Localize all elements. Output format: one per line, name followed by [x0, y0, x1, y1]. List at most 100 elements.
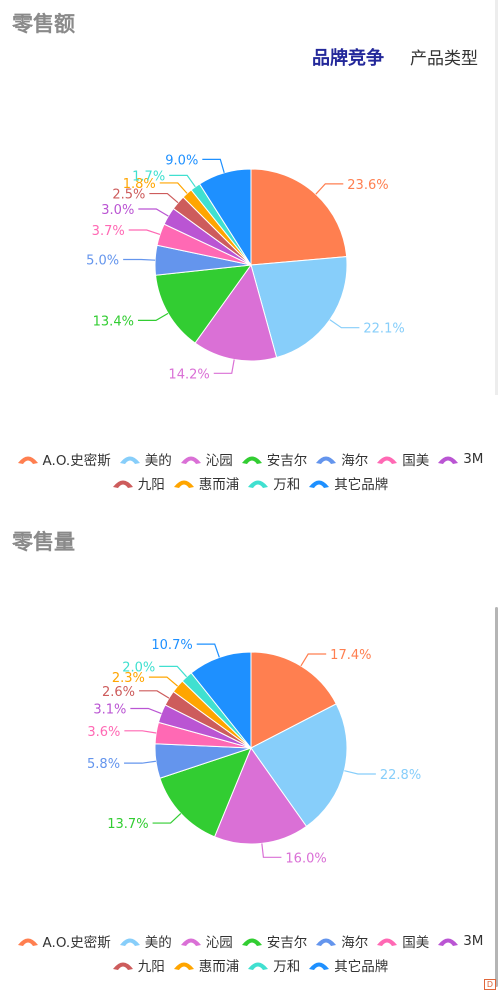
legend-label: 九阳 [137, 959, 165, 975]
legend-label: 安吉尔 [266, 453, 308, 469]
leader-line-4 [124, 760, 156, 764]
legend-item[interactable]: 3M [437, 933, 483, 949]
legend-item[interactable]: A.O.史密斯 [17, 931, 111, 951]
scrollbar-thumb[interactable] [495, 607, 498, 987]
legend-label: A.O.史密斯 [42, 935, 111, 951]
legend-row: 九阳 惠而浦 万和 其它品牌 [0, 471, 500, 495]
legend-item[interactable]: 其它品牌 [308, 955, 388, 975]
legend-item[interactable]: 安吉尔 [241, 449, 308, 469]
legend-item[interactable]: 九阳 [112, 955, 165, 975]
retail-volume-pie-chart: 17.4% 22.8% 16.0% 13.7% 5.8% 3.6% 3.1% 2.6%2.3%… [87, 638, 421, 866]
legend-swatch-icon [119, 456, 140, 464]
pie-slice-amount-10[interactable] [198, 168, 252, 267]
pie-slice-volume-1[interactable] [250, 703, 348, 828]
legend-item[interactable]: 其它品牌 [308, 473, 388, 493]
legend-label: 沁园 [205, 453, 233, 469]
pie-slice-amount-1[interactable] [250, 256, 348, 359]
retail-volume-legend: A.O.史密斯 美的 沁园 安吉尔 海尔 国美 3M 九阳 惠而浦 万和 其它品牌 [0, 929, 500, 977]
legend-item[interactable]: 万和 [247, 955, 300, 975]
data-label-8: 2.3% [112, 671, 145, 686]
legend-label: 沁园 [205, 935, 233, 951]
legend-item[interactable]: 九阳 [112, 473, 165, 493]
legend-swatch-icon [180, 938, 201, 946]
retail-volume-section: 零售量 17.4% 22.8% 16.0% 13.7% 5.8% 3.6% 3.1% 2.6%… [0, 500, 500, 993]
chart-title-retail-volume: 零售量 [12, 530, 75, 554]
legend-swatch-icon [316, 456, 337, 464]
legend-label: 安吉尔 [266, 935, 308, 951]
legend-swatch-icon [438, 938, 459, 946]
legend-swatch-icon [180, 456, 201, 464]
legend-label: A.O.史密斯 [42, 453, 111, 469]
data-label-7: 2.6% [102, 685, 135, 700]
tab-brand-competition[interactable]: 品牌竞争 [312, 48, 384, 69]
data-label-6: 3.1% [93, 702, 126, 717]
legend-item[interactable]: 美的 [119, 931, 172, 951]
legend-item[interactable]: 国美 [376, 449, 429, 469]
data-label-6: 3.0% [101, 203, 134, 218]
leader-line-0 [315, 183, 344, 195]
leader-line-7 [149, 192, 179, 204]
legend-label: 惠而浦 [198, 477, 240, 493]
legend-item[interactable]: 海尔 [315, 931, 368, 951]
leader-line-2 [261, 843, 282, 858]
legend-swatch-icon [112, 480, 133, 488]
legend-item[interactable]: 沁园 [180, 449, 233, 469]
leader-line-1 [344, 770, 376, 775]
legend-label: 国美 [402, 935, 430, 951]
leader-line-10 [196, 643, 220, 658]
data-label-7: 2.5% [112, 188, 145, 203]
legend-swatch-icon [17, 938, 38, 946]
legend-label: 海尔 [341, 453, 369, 469]
legend-label: 美的 [144, 935, 172, 951]
data-label-1: 22.1% [363, 322, 404, 337]
leader-line-1 [329, 319, 360, 329]
data-label-10: 10.7% [151, 638, 192, 653]
legend-swatch-icon [173, 480, 194, 488]
legend-item[interactable]: 惠而浦 [173, 473, 240, 493]
leader-line-5 [128, 229, 161, 236]
pie-slice-amount-2[interactable] [194, 263, 278, 362]
data-label-0: 17.4% [330, 648, 371, 663]
legend-row: 九阳 惠而浦 万和 其它品牌 [0, 953, 500, 977]
legend-swatch-icon [377, 938, 398, 946]
legend-swatch-icon [17, 456, 38, 464]
data-label-5: 3.7% [92, 224, 125, 239]
legend-row: A.O.史密斯 美的 沁园 安吉尔 海尔 国美 3M [0, 929, 500, 953]
data-label-4: 5.8% [87, 757, 120, 772]
data-label-9: 1.7% [132, 169, 165, 184]
legend-item[interactable]: 美的 [119, 449, 172, 469]
legend-item[interactable]: 海尔 [315, 449, 368, 469]
legend-label: 3M [463, 451, 484, 467]
legend-swatch-icon [377, 456, 398, 464]
data-label-3: 13.4% [93, 314, 134, 329]
data-label-5: 3.6% [87, 725, 120, 740]
leader-line-3 [152, 813, 182, 824]
legend-label: 惠而浦 [198, 959, 240, 975]
legend-item[interactable]: 安吉尔 [241, 931, 308, 951]
data-label-4: 5.0% [86, 253, 119, 268]
legend-item[interactable]: 万和 [247, 473, 300, 493]
leader-line-3 [137, 312, 169, 321]
legend-swatch-icon [248, 480, 269, 488]
legend-swatch-icon [112, 962, 133, 970]
legend-item[interactable]: 惠而浦 [173, 955, 240, 975]
pie-slice-volume-0[interactable] [250, 651, 337, 749]
tab-product-type[interactable]: 产品类型 [410, 49, 478, 69]
leader-line-9 [169, 174, 196, 188]
data-label-2: 14.2% [168, 367, 209, 382]
tab-bar: 品牌竞争 产品类型 [286, 44, 478, 70]
data-label-2: 16.0% [285, 851, 326, 866]
data-label-1: 22.8% [380, 768, 421, 783]
leader-line-10 [202, 158, 225, 173]
chart-title-retail-amount: 零售额 [12, 12, 75, 36]
legend-item[interactable]: 3M [437, 451, 483, 467]
leader-line-9 [159, 665, 188, 678]
legend-swatch-icon [248, 962, 269, 970]
legend-item[interactable]: 沁园 [180, 931, 233, 951]
pie-slice-volume-3[interactable] [159, 747, 252, 838]
legend-label: 国美 [402, 453, 430, 469]
data-label-10: 9.0% [165, 153, 198, 168]
legend-item[interactable]: A.O.史密斯 [17, 449, 111, 469]
legend-label: 万和 [273, 959, 301, 975]
legend-item[interactable]: 国美 [376, 931, 429, 951]
